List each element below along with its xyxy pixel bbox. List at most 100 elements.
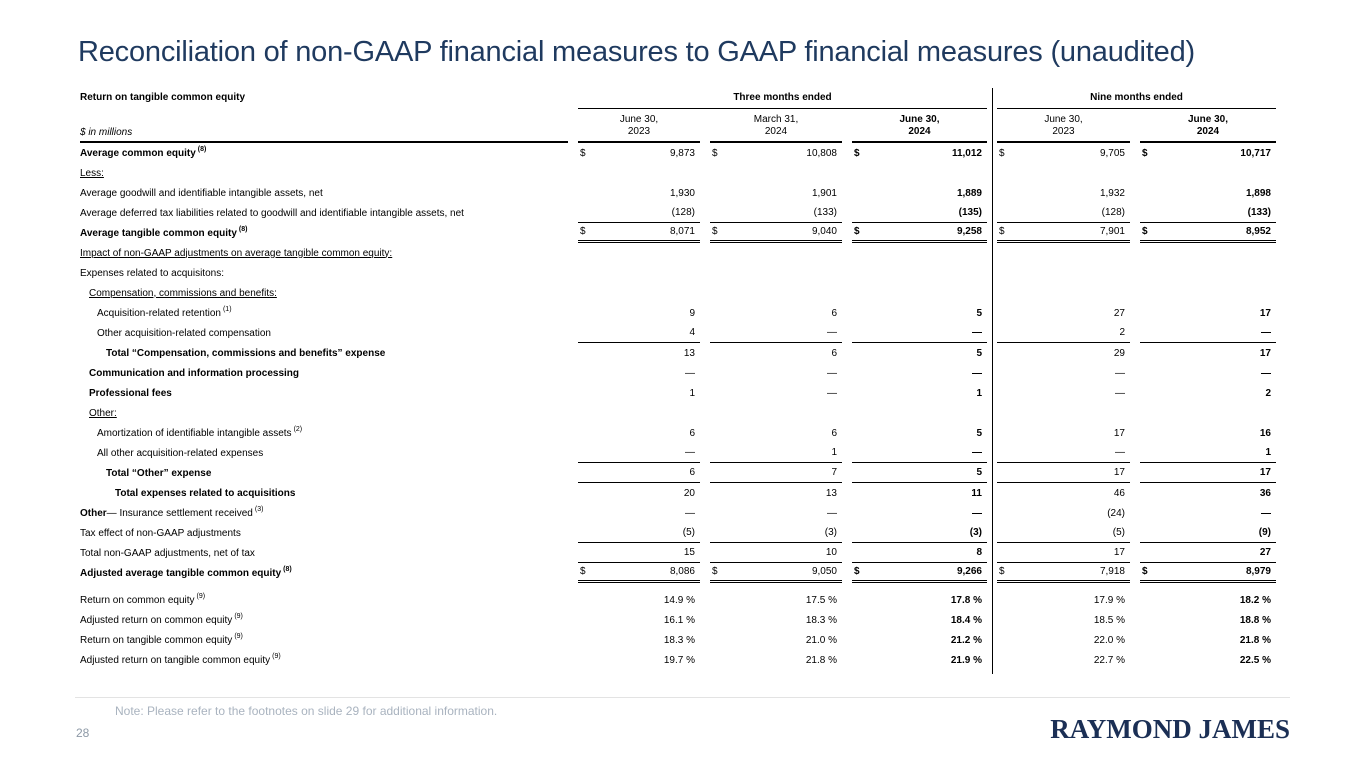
- cell-value: 6: [831, 427, 837, 439]
- cell-value: 18.3 %: [663, 634, 695, 646]
- cell-value: [1140, 243, 1276, 263]
- cell-value: 36: [1259, 487, 1271, 499]
- row-label: Average common equity (8): [80, 146, 207, 159]
- cell-value: 5: [976, 307, 982, 319]
- cell-value: —: [710, 323, 842, 343]
- table-row: Other — Insurance settlement received (3)…: [80, 503, 1276, 523]
- cell-value: $9,050: [710, 563, 842, 583]
- page-number: 28: [76, 726, 90, 740]
- cell-value: 19.7 %: [663, 654, 695, 666]
- cell-value: 2: [997, 323, 1130, 343]
- cell-value: [710, 163, 842, 183]
- cell-value: 16.1 %: [663, 614, 695, 626]
- cell-value: $7,901: [997, 223, 1130, 243]
- cell-value: 21.0 %: [805, 634, 837, 646]
- row-label: Return on common equity (9): [80, 593, 206, 606]
- cell-value: [997, 263, 1130, 283]
- table-row: Acquisition-related retention (1) 9 6 5 27 17: [80, 303, 1276, 323]
- table-row: Other:: [80, 403, 1276, 423]
- cell-value: 17.9 %: [1093, 594, 1125, 606]
- table-row: Average tangible common equity (8) $8,071 $…: [80, 223, 1276, 243]
- table-row: Total “Compensation, commissions and ben…: [80, 343, 1276, 363]
- cell-value: 18.5 %: [1093, 614, 1125, 626]
- cell-value: 17: [1259, 307, 1271, 319]
- section-divider-line: [992, 88, 993, 674]
- cell-value: 1,901: [811, 187, 837, 199]
- cell-value: [852, 243, 987, 263]
- cell-value: [852, 163, 987, 183]
- row-label: Return on tangible common equity (9): [80, 633, 243, 646]
- cell-value: 5: [852, 463, 987, 483]
- row-label: Total non-GAAP adjustments, net of tax: [80, 547, 255, 559]
- table-corner-title: Return on tangible common equity: [80, 92, 246, 103]
- row-label: Expenses related to acquisitons:: [80, 267, 224, 279]
- row-label: Average tangible common equity (8): [80, 226, 248, 239]
- table-row: Adjusted return on common equity (9) 16.1 …: [80, 610, 1276, 630]
- table-row: Amortization of identifiable intangible …: [80, 423, 1276, 443]
- cell-value: 17: [1259, 347, 1271, 359]
- page-title: Reconciliation of non-GAAP financial mea…: [78, 36, 1195, 68]
- cell-value: —: [1261, 367, 1271, 379]
- footnote-text: Note: Please refer to the footnotes on s…: [115, 704, 498, 718]
- cell-value: —: [1261, 507, 1271, 519]
- table-group-header-row: Return on tangible common equity Three m…: [80, 92, 1276, 109]
- cell-value: $9,705: [999, 147, 1125, 159]
- cell-value: 29: [1113, 347, 1125, 359]
- table-row: Adjusted average tangible common equity(…: [80, 563, 1276, 583]
- cell-value: $8,952: [1140, 223, 1276, 243]
- cell-value: 17: [1140, 463, 1276, 483]
- cell-value: —: [827, 387, 837, 399]
- row-label: Adjusted return on common equity (9): [80, 613, 243, 626]
- row-label: Other:: [89, 407, 117, 419]
- cell-value: [578, 243, 700, 263]
- cell-value: (128): [997, 203, 1130, 223]
- raymond-james-logo: RAYMOND JAMES: [1050, 714, 1290, 744]
- cell-value: (5): [578, 523, 700, 543]
- row-label: Total expenses related to acquisitions: [115, 487, 296, 499]
- cell-value: [852, 283, 987, 303]
- cell-value: 1,889: [956, 187, 982, 199]
- row-label: Less:: [80, 167, 104, 179]
- cell-value: 14.9 %: [663, 594, 695, 606]
- cell-value: 21.2 %: [950, 634, 982, 646]
- row-label: Acquisition-related retention (1): [97, 306, 232, 319]
- cell-value: 18.2 %: [1239, 594, 1271, 606]
- table-row: Return on common equity (9) 14.9 % 17.5 % 17…: [80, 590, 1276, 610]
- cell-value: 9: [689, 307, 695, 319]
- row-label: Amortization of identifiable intangible …: [97, 426, 303, 439]
- cell-value: 21.8 %: [805, 654, 837, 666]
- cell-value: 10: [710, 543, 842, 563]
- cell-value: —: [852, 443, 987, 463]
- table-row: Average common equity (8) $9,873 $10,808 $11…: [80, 143, 1276, 163]
- row-label: Compensation, commissions and benefits:: [89, 287, 277, 299]
- cell-value: —: [972, 507, 982, 519]
- cell-value: [578, 403, 700, 423]
- row-label: Adjusted average tangible common equity(…: [80, 566, 292, 579]
- table-row: Adjusted return on tangible common equit…: [80, 650, 1276, 670]
- cell-value: [710, 243, 842, 263]
- cell-value: [1140, 263, 1276, 283]
- cell-value: 18.3 %: [805, 614, 837, 626]
- cell-value: —: [852, 323, 987, 343]
- cell-value: 17: [997, 543, 1130, 563]
- table-row: Expenses related to acquisitons:: [80, 263, 1276, 283]
- table-row: Average goodwill and identifiable intang…: [80, 183, 1276, 203]
- cell-value: $10,717: [1142, 147, 1271, 159]
- cell-value: $9,266: [852, 563, 987, 583]
- cell-value: —: [997, 443, 1130, 463]
- cell-value: 11: [971, 487, 982, 499]
- cell-value: 27: [1140, 543, 1276, 563]
- unit-label: $ in millions: [80, 109, 568, 143]
- row-label: Tax effect of non-GAAP adjustments: [80, 527, 241, 539]
- row-label: Total “Other” expense: [106, 467, 212, 479]
- cell-value: 1: [710, 443, 842, 463]
- footer-divider: [75, 697, 1290, 698]
- cell-value: —: [972, 367, 982, 379]
- cell-value: —: [1115, 387, 1125, 399]
- cell-value: (135): [852, 203, 987, 223]
- cell-value: 6: [831, 347, 837, 359]
- cell-value: —: [685, 367, 695, 379]
- cell-value: $9,873: [580, 147, 695, 159]
- table-row: All other acquisition-related expenses — 1…: [80, 443, 1276, 463]
